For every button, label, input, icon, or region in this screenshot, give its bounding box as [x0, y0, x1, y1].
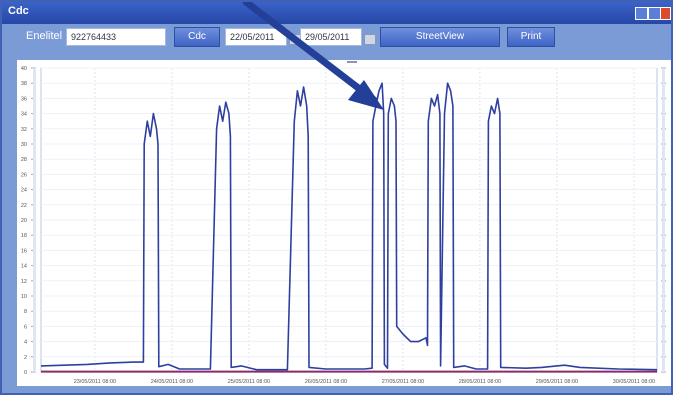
y-tick-label: 18: [21, 233, 27, 239]
window-title: Cdc: [8, 5, 29, 17]
y-tick-label: 16: [21, 248, 27, 254]
date-to-field[interactable]: 29/05/2011: [300, 28, 362, 46]
y-tick-label: 6: [24, 324, 27, 330]
chart-area: 23/05/2011 08:00 24/05/2011 08:00 25/05/20…: [17, 60, 671, 386]
left-scale-bar: [33, 68, 36, 372]
x-tick-label: 30/05/2011 08:00: [613, 379, 655, 385]
close-icon[interactable]: [660, 7, 671, 20]
print-button[interactable]: Print: [507, 27, 555, 47]
y-tick-label: 24: [21, 188, 27, 194]
x-tick-label: 24/05/2011 08:00: [151, 379, 193, 385]
x-tick-label: 28/05/2011 08:00: [459, 379, 501, 385]
streetview-button[interactable]: StreetView: [380, 27, 500, 47]
x-tick-label: 25/05/2011 08:00: [228, 379, 270, 385]
y-tick-label: 12: [21, 279, 27, 285]
y-tick-label: 4: [24, 340, 27, 346]
y-tick-label: 32: [21, 127, 27, 133]
x-tick-label: 29/05/2011 08:00: [536, 379, 578, 385]
y-tick-label: 30: [21, 142, 27, 148]
y-tick-label: 22: [21, 203, 27, 209]
y-tick-label: 2: [24, 355, 27, 361]
title-bar[interactable]: Cdc: [2, 2, 671, 24]
x-tick-label: 26/05/2011 08:00: [305, 379, 347, 385]
enel-input[interactable]: 922764433: [66, 28, 166, 46]
y-tick-label: 34: [21, 112, 27, 118]
y-tick-label: 26: [21, 172, 27, 178]
y-tick-label: 28: [21, 157, 27, 163]
status-strip: [2, 386, 671, 393]
right-scale-bar: [662, 68, 665, 372]
toolbar: Enelitel 922764433 Cdc 22/05/2011 29/05/…: [2, 24, 671, 58]
minimize-icon[interactable]: [635, 7, 648, 20]
y-tick-label: 10: [21, 294, 27, 300]
date-from-field[interactable]: 22/05/2011: [225, 28, 287, 46]
enel-label: Enelitel: [26, 30, 63, 42]
y-tick-label: 8: [24, 309, 27, 315]
calendar-icon[interactable]: [364, 34, 376, 45]
y-tick-label: 14: [21, 264, 27, 270]
y-tick-label: 36: [21, 96, 27, 102]
y-tick-label: 20: [21, 218, 27, 224]
cdc-button[interactable]: Cdc: [174, 27, 220, 47]
y-tick-label: 0: [24, 370, 27, 376]
y-tick-label: 40: [21, 66, 27, 72]
consumption-chart: 23/05/2011 08:00 24/05/2011 08:00 25/05/20…: [21, 61, 666, 385]
x-tick-label: 27/05/2011 08:00: [382, 379, 424, 385]
x-tick-label: 23/05/2011 08:00: [74, 379, 116, 385]
y-tick-label: 38: [21, 81, 27, 87]
